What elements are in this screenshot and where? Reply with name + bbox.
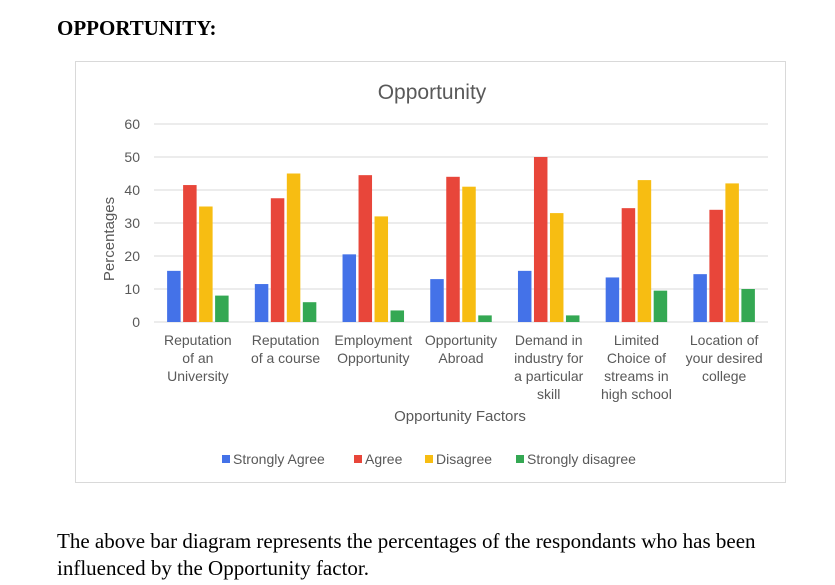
bar-disagree	[637, 180, 652, 322]
legend-item: Strongly Agree	[222, 451, 325, 467]
bar-strongly-agree	[693, 274, 707, 322]
y-tick-label: 30	[124, 215, 140, 231]
legend-label: Strongly disagree	[527, 451, 636, 467]
y-axis-ticks: 0 10 20 30 40 50 60	[124, 116, 140, 330]
bar-agree	[358, 175, 373, 322]
legend-label: Strongly Agree	[233, 451, 325, 467]
bar-strongly-agree	[167, 270, 181, 322]
legend-swatch	[354, 455, 362, 463]
bar-strongly-disagree	[215, 295, 229, 322]
legend: Strongly Agree Agree Disagree Strongly disa…	[222, 451, 636, 467]
chart-title: Opportunity	[378, 81, 487, 104]
y-tick-label: 10	[124, 281, 140, 297]
bar-disagree	[725, 183, 739, 322]
legend-label: Agree	[365, 451, 403, 467]
bar-strongly-agree	[605, 277, 620, 322]
x-tick-label: Limited Choice of streams in high school	[601, 332, 672, 402]
gridlines	[154, 123, 768, 323]
bar-strongly-agree	[342, 254, 357, 322]
bar-strongly-agree	[517, 270, 532, 322]
x-tick-label: Location of your desired college	[686, 332, 763, 384]
y-tick-label: 40	[124, 182, 140, 198]
bar-agree	[621, 208, 636, 322]
y-tick-label: 20	[124, 248, 140, 264]
x-tick-label: Employment Opportunity	[334, 332, 412, 366]
x-axis-label: Opportunity Factors	[394, 408, 526, 425]
bar-strongly-agree	[430, 279, 444, 322]
x-tick-label: Demand in industry for a particular skill	[514, 332, 584, 402]
y-axis-label: Percentages	[101, 197, 118, 281]
bar-strongly-agree	[254, 284, 269, 322]
legend-swatch	[425, 455, 433, 463]
bar-agree	[183, 185, 197, 322]
y-tick-label: 60	[124, 116, 140, 132]
bar-disagree	[374, 216, 389, 322]
legend-item: Agree	[354, 451, 403, 467]
bar-strongly-disagree	[741, 289, 755, 322]
bar-agree	[446, 176, 460, 322]
legend-item: Strongly disagree	[516, 451, 636, 467]
x-tick-label: Reputation of an University	[164, 332, 232, 384]
y-tick-label: 50	[124, 149, 140, 165]
bar-strongly-disagree	[653, 290, 668, 322]
y-tick-label: 0	[132, 314, 140, 330]
x-tick-label: Reputation of a course	[251, 332, 320, 366]
bar-agree	[270, 198, 285, 322]
legend-label: Disagree	[436, 451, 492, 467]
legend-swatch	[222, 455, 230, 463]
chart-caption: The above bar diagram represents the per…	[57, 529, 756, 580]
bar-disagree	[462, 186, 476, 322]
bar-disagree	[286, 173, 301, 322]
bar-strongly-disagree	[390, 310, 405, 322]
chart-container: Opportunity 0 10 20 30 40 50 60 Percentages Re…	[75, 61, 786, 483]
legend-item: Disagree	[425, 451, 492, 467]
bars	[167, 157, 755, 322]
bar-strongly-disagree	[302, 302, 317, 322]
bar-agree	[533, 157, 548, 322]
bar-agree	[709, 209, 723, 322]
legend-swatch	[516, 455, 524, 463]
bar-strongly-disagree	[565, 315, 580, 322]
x-tick-label: Opportunity Abroad	[425, 332, 497, 366]
x-axis-ticks: Reputation of an University Reputation of a …	[164, 332, 763, 402]
bar-chart: Opportunity 0 10 20 30 40 50 60 Percentages Re…	[101, 81, 768, 467]
bar-strongly-disagree	[478, 315, 492, 322]
section-heading: OPPORTUNITY:	[57, 16, 217, 40]
bar-disagree	[199, 206, 213, 322]
bar-disagree	[549, 213, 564, 322]
